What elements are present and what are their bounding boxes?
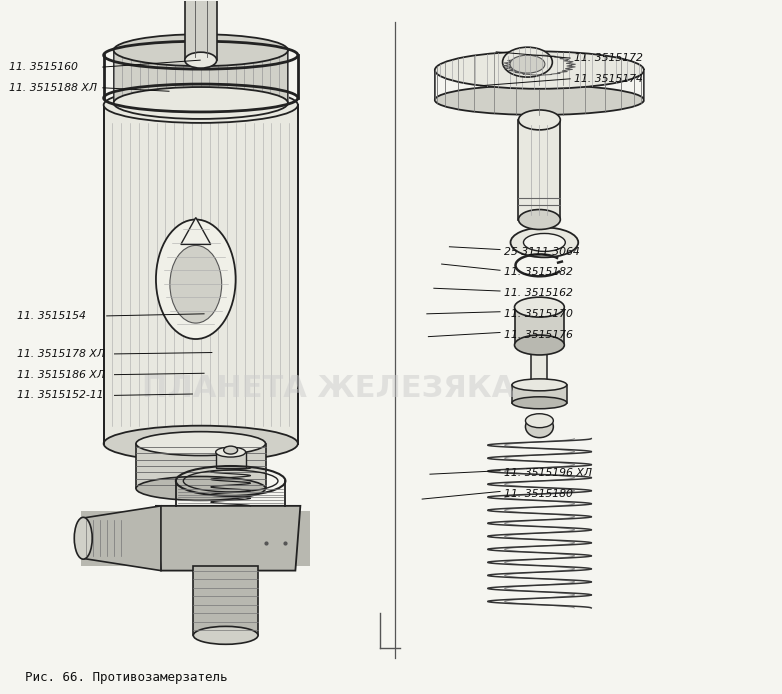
Ellipse shape bbox=[512, 379, 567, 391]
Ellipse shape bbox=[113, 87, 288, 119]
Bar bbox=[185, 0, 217, 60]
Text: 11. 3515162: 11. 3515162 bbox=[504, 288, 572, 298]
Text: 11. 3515196 ХЛ: 11. 3515196 ХЛ bbox=[504, 468, 592, 477]
Text: Рис. 66. Противозамерзатель: Рис. 66. Противозамерзатель bbox=[25, 671, 228, 684]
Text: 11. 3515176: 11. 3515176 bbox=[504, 330, 572, 339]
Text: 11. 3515174: 11. 3515174 bbox=[574, 74, 643, 84]
Ellipse shape bbox=[224, 446, 238, 454]
Ellipse shape bbox=[526, 414, 554, 428]
Ellipse shape bbox=[156, 219, 235, 339]
Ellipse shape bbox=[170, 246, 221, 323]
Ellipse shape bbox=[510, 55, 545, 73]
Ellipse shape bbox=[512, 397, 567, 409]
Ellipse shape bbox=[136, 432, 266, 455]
Ellipse shape bbox=[104, 425, 298, 462]
Bar bbox=[136, 443, 266, 489]
Text: 11. 3515160: 11. 3515160 bbox=[9, 62, 78, 72]
Ellipse shape bbox=[503, 47, 552, 77]
Text: 11. 3515180: 11. 3515180 bbox=[504, 489, 572, 498]
Ellipse shape bbox=[74, 517, 92, 559]
Text: 11. 3515182: 11. 3515182 bbox=[504, 267, 572, 278]
Ellipse shape bbox=[136, 477, 266, 500]
Ellipse shape bbox=[511, 228, 578, 257]
Text: ПЛАНЕТА ЖЕЛЕЗЯКА: ПЛАНЕТА ЖЕЛЕЗЯКА bbox=[142, 374, 515, 403]
Bar bbox=[193, 566, 258, 635]
Ellipse shape bbox=[193, 627, 258, 644]
Ellipse shape bbox=[526, 416, 554, 438]
Text: 11. 3515154: 11. 3515154 bbox=[17, 311, 86, 321]
Bar bbox=[515, 307, 565, 345]
Bar bbox=[104, 105, 298, 443]
Bar bbox=[512, 385, 567, 403]
Ellipse shape bbox=[104, 87, 298, 123]
Ellipse shape bbox=[435, 85, 644, 115]
Text: 11. 3515152-11: 11. 3515152-11 bbox=[17, 391, 104, 400]
Text: 11. 3515188 ХЛ: 11. 3515188 ХЛ bbox=[9, 83, 97, 93]
Bar bbox=[532, 345, 547, 405]
Ellipse shape bbox=[435, 51, 644, 89]
Text: 11. 3515178 ХЛ: 11. 3515178 ХЛ bbox=[17, 349, 105, 359]
Polygon shape bbox=[181, 217, 210, 244]
Text: 25 3111 3064: 25 3111 3064 bbox=[504, 246, 579, 257]
Ellipse shape bbox=[518, 210, 561, 230]
Polygon shape bbox=[81, 506, 161, 570]
Ellipse shape bbox=[185, 52, 217, 68]
Ellipse shape bbox=[216, 447, 246, 457]
Ellipse shape bbox=[113, 34, 288, 66]
Text: 11. 3515170: 11. 3515170 bbox=[504, 309, 572, 319]
Text: 11. 3515186 ХЛ: 11. 3515186 ХЛ bbox=[17, 370, 105, 380]
Ellipse shape bbox=[518, 110, 561, 130]
Text: 11. 3515172: 11. 3515172 bbox=[574, 53, 643, 63]
Ellipse shape bbox=[523, 233, 565, 251]
Ellipse shape bbox=[515, 297, 565, 317]
Bar bbox=[113, 50, 288, 103]
Bar bbox=[81, 511, 310, 566]
Ellipse shape bbox=[515, 335, 565, 355]
Bar bbox=[216, 452, 246, 468]
Polygon shape bbox=[156, 506, 300, 570]
Bar bbox=[518, 120, 561, 219]
